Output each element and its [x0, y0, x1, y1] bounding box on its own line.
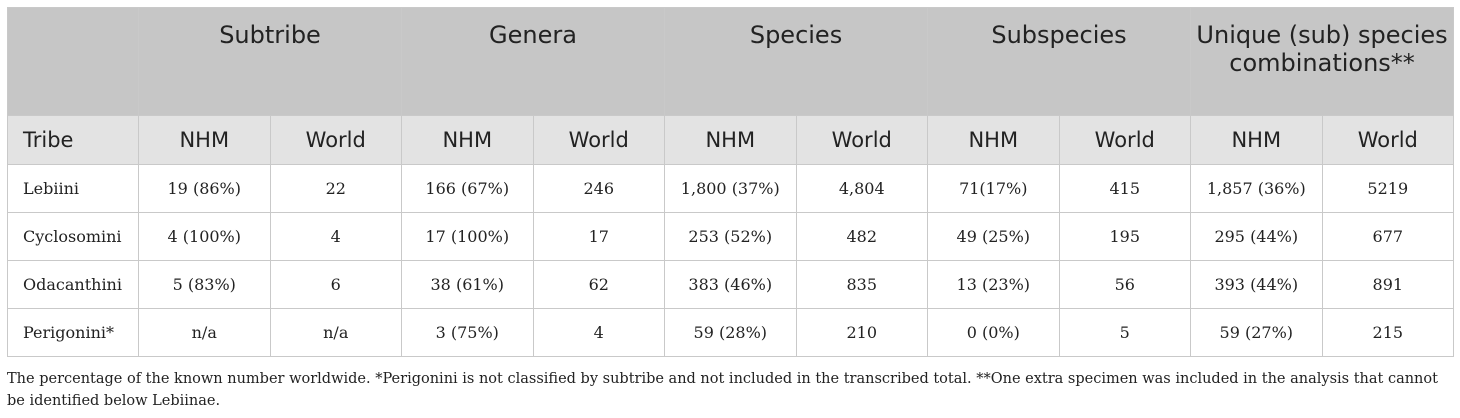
- table-cell: 22: [269, 164, 402, 213]
- table-cell: 3 (75%): [401, 308, 534, 357]
- group-header-subtribe: Subtribe: [138, 7, 402, 116]
- table-cell: 0 (0%): [927, 308, 1060, 357]
- group-header-subspecies: Subspecies: [927, 7, 1192, 116]
- table-cell: 56: [1058, 260, 1192, 309]
- table-cell: 253 (52%): [664, 212, 797, 261]
- data-table-container: Subtribe Genera Species Subspecies Uniqu…: [7, 7, 1455, 357]
- table-cell: 4: [269, 212, 402, 261]
- table-cell: 5 (83%): [138, 260, 271, 309]
- column-header-tribe: Tribe: [7, 115, 139, 165]
- tribe-cell: Perigonini*: [7, 308, 139, 357]
- table-cell: 677: [1321, 212, 1455, 261]
- table-cell: 4 (100%): [138, 212, 271, 261]
- table-row: Lebiini 19 (86%) 22 166 (67%) 246 1,800 …: [7, 164, 1455, 213]
- header-blank-cell: [7, 7, 139, 116]
- column-header-unique-world: World: [1321, 115, 1455, 165]
- table-cell: 835: [795, 260, 929, 309]
- table-cell: 295 (44%): [1190, 212, 1323, 261]
- table-cell: 59 (27%): [1190, 308, 1323, 357]
- table-cell: 5219: [1321, 164, 1455, 213]
- group-header-species: Species: [664, 7, 929, 116]
- tribe-cell: Cyclosomini: [7, 212, 139, 261]
- table-footnote: The percentage of the known number world…: [7, 371, 1438, 409]
- column-header-species-world: World: [795, 115, 929, 165]
- column-header-species-nhm: NHM: [664, 115, 797, 165]
- table-cell: 210: [795, 308, 929, 357]
- table-cell: 59 (28%): [664, 308, 797, 357]
- group-header-genera: Genera: [400, 7, 666, 116]
- table-cell: 415: [1058, 164, 1192, 213]
- group-header-row: Subtribe Genera Species Subspecies Uniqu…: [7, 7, 1455, 116]
- column-header-subtribe-nhm: NHM: [138, 115, 271, 165]
- column-header-subspecies-nhm: NHM: [927, 115, 1060, 165]
- table-cell: 5: [1058, 308, 1192, 357]
- lebiinae-summary-table: Subtribe Genera Species Subspecies Uniqu…: [7, 7, 1455, 357]
- table-row: Perigonini* n/a n/a 3 (75%) 4 59 (28%) 2…: [7, 308, 1455, 357]
- sub-header-row: Tribe NHM World NHM World NHM World NHM …: [7, 115, 1455, 165]
- group-header-unique-combinations: Unique (sub) species combinations**: [1190, 7, 1455, 116]
- table-cell: 71(17%): [927, 164, 1060, 213]
- column-header-subspecies-world: World: [1058, 115, 1192, 165]
- table-cell: 17 (100%): [401, 212, 534, 261]
- table-cell: 482: [795, 212, 929, 261]
- table-row: Cyclosomini 4 (100%) 4 17 (100%) 17 253 …: [7, 212, 1455, 261]
- column-header-genera-nhm: NHM: [401, 115, 534, 165]
- table-cell: 38 (61%): [401, 260, 534, 309]
- table-cell: 13 (23%): [927, 260, 1060, 309]
- table-cell: 891: [1321, 260, 1455, 309]
- table-cell: 393 (44%): [1190, 260, 1323, 309]
- table-cell: 17: [532, 212, 666, 261]
- column-header-unique-nhm: NHM: [1190, 115, 1323, 165]
- table-cell: 49 (25%): [927, 212, 1060, 261]
- table-row: Odacanthini 5 (83%) 6 38 (61%) 62 383 (4…: [7, 260, 1455, 309]
- table-cell: n/a: [138, 308, 271, 357]
- table-cell: 6: [269, 260, 402, 309]
- table-cell: 1,857 (36%): [1190, 164, 1323, 213]
- tribe-cell: Odacanthini: [7, 260, 139, 309]
- table-cell: 195: [1058, 212, 1192, 261]
- table-cell: 383 (46%): [664, 260, 797, 309]
- table-cell: n/a: [269, 308, 402, 357]
- column-header-genera-world: World: [532, 115, 666, 165]
- table-cell: 19 (86%): [138, 164, 271, 213]
- table-cell: 1,800 (37%): [664, 164, 797, 213]
- table-cell: 62: [532, 260, 666, 309]
- table-cell: 246: [532, 164, 666, 213]
- table-cell: 215: [1321, 308, 1455, 357]
- table-cell: 4: [532, 308, 666, 357]
- table-cell: 4,804: [795, 164, 929, 213]
- column-header-subtribe-world: World: [269, 115, 402, 165]
- tribe-cell: Lebiini: [7, 164, 139, 213]
- table-cell: 166 (67%): [401, 164, 534, 213]
